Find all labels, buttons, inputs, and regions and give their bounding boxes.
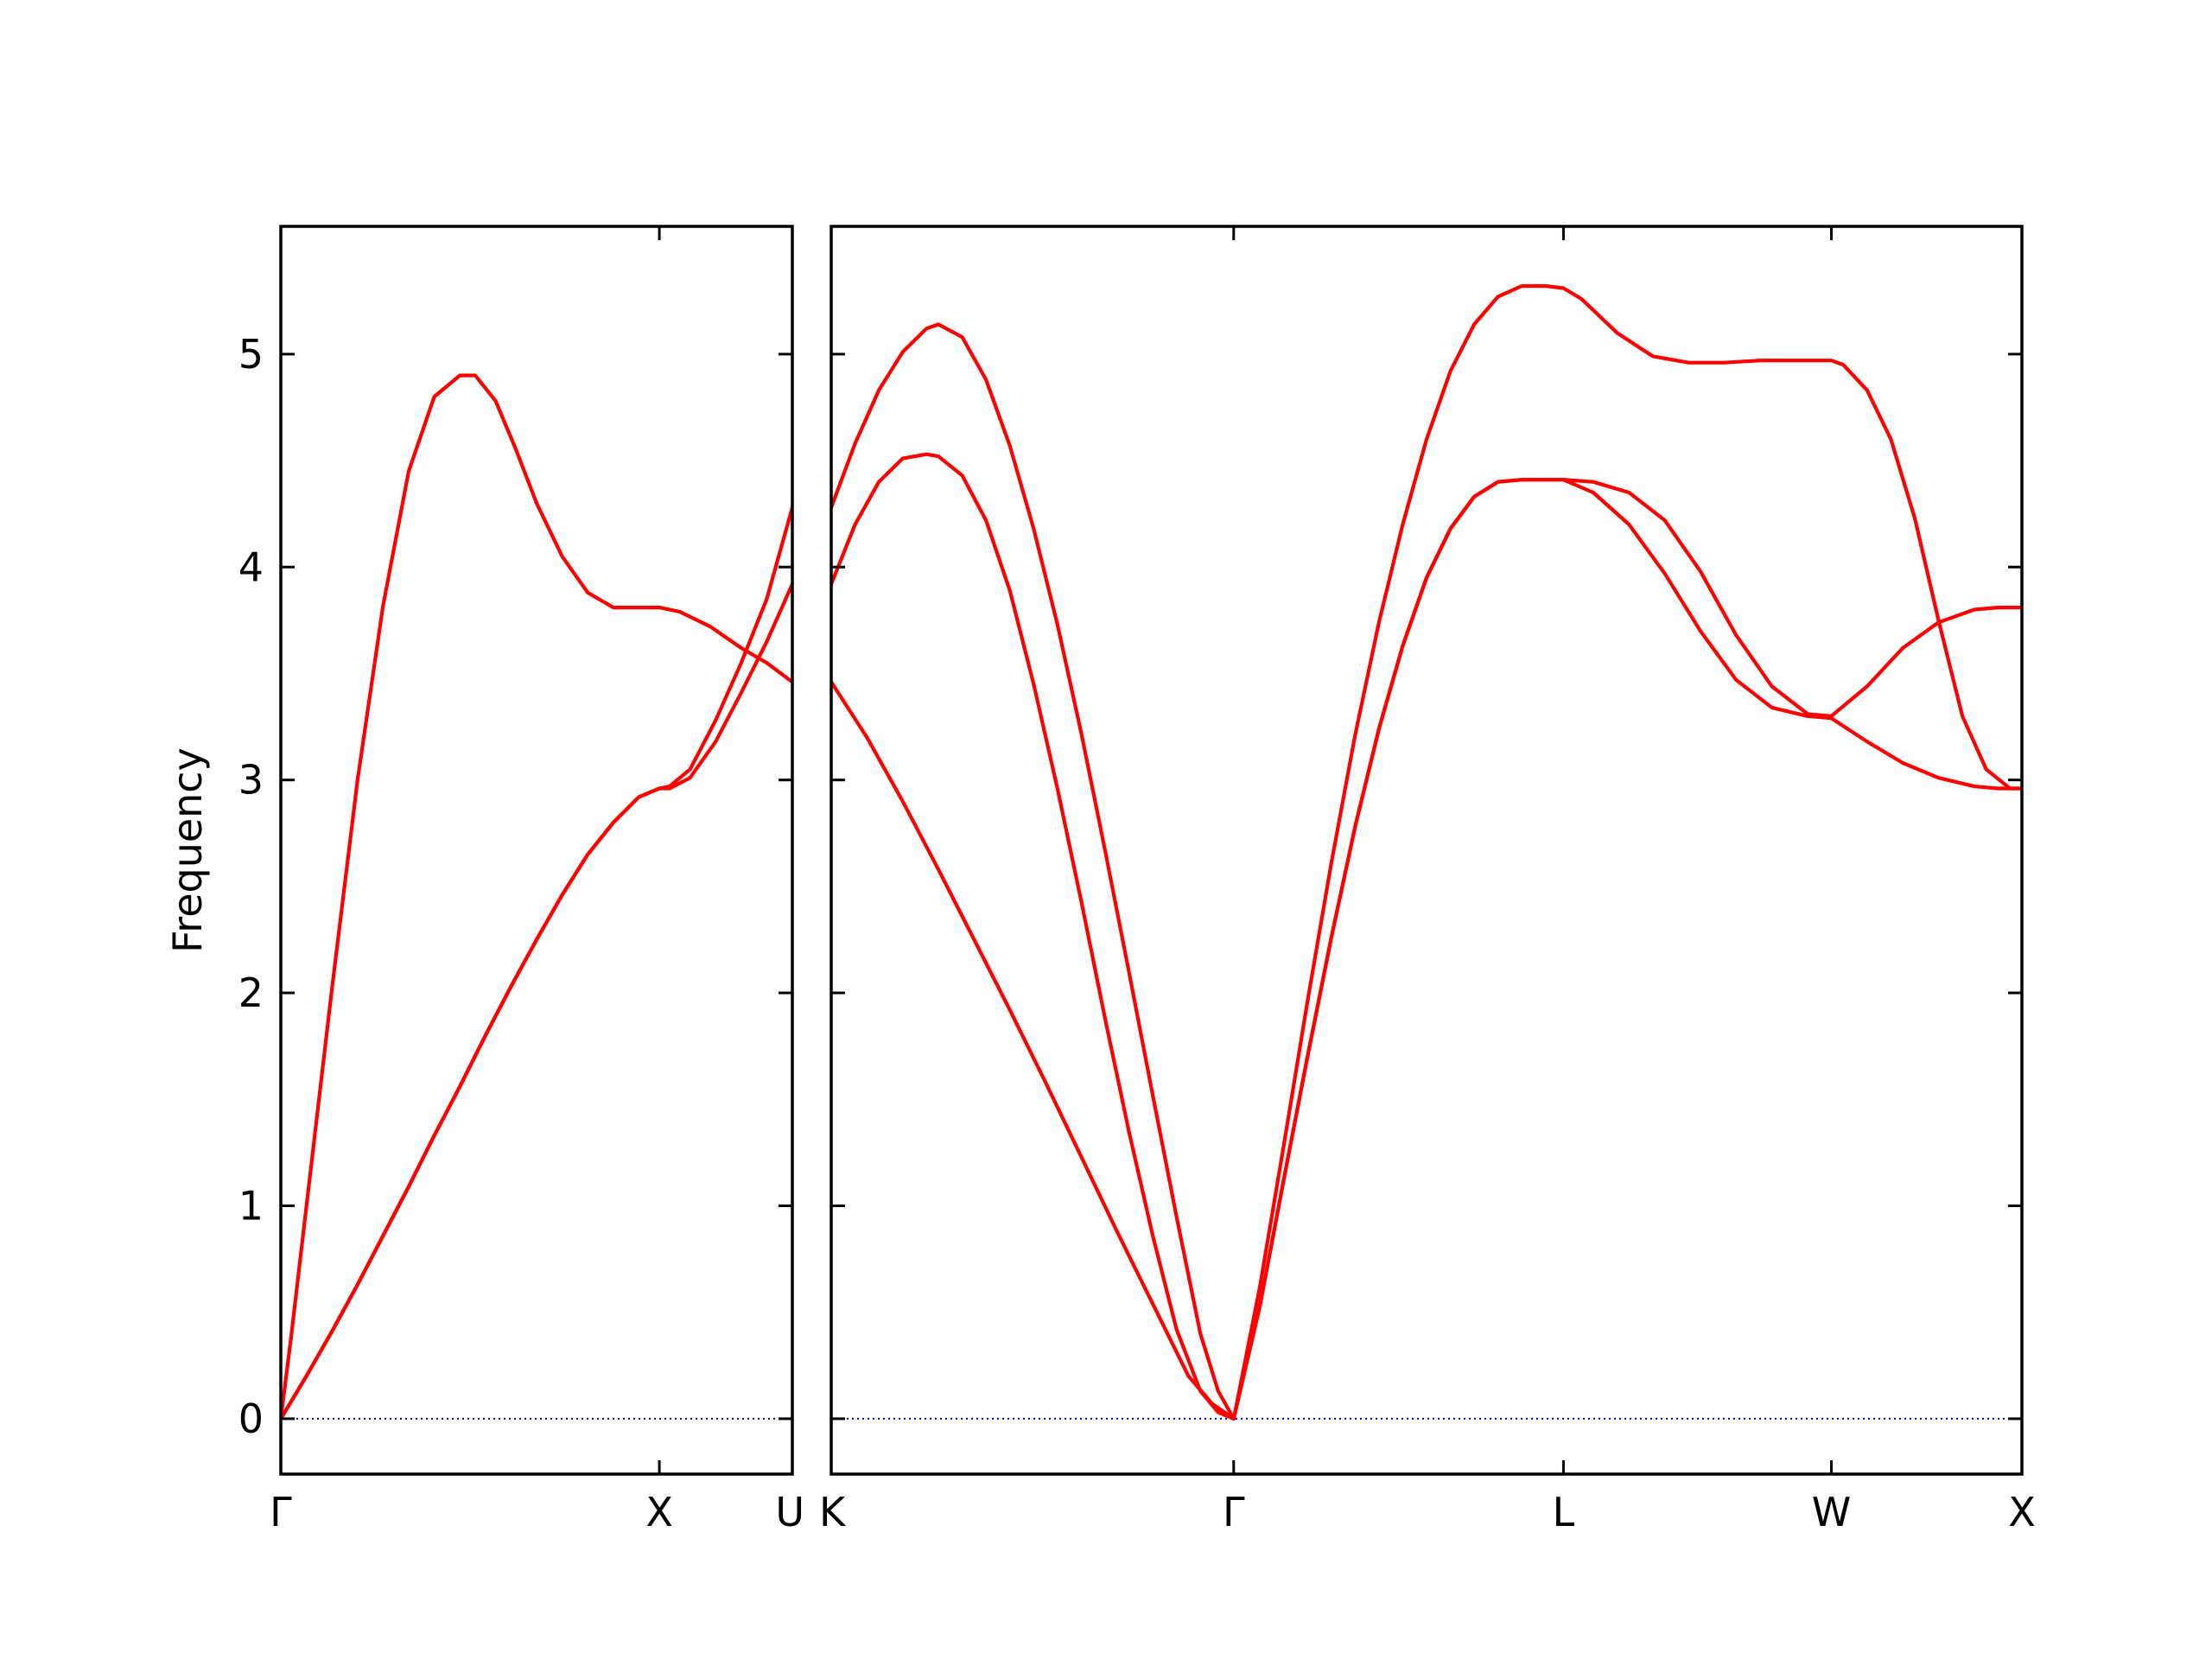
y-tick-label: 4 xyxy=(238,543,264,590)
y-axis-label: Frequency xyxy=(164,747,211,953)
band-line-1 xyxy=(281,373,792,1421)
x-tick-label: L xyxy=(1553,1489,1575,1535)
y-tick-label: 1 xyxy=(238,1183,264,1230)
y-tick-label: 5 xyxy=(238,331,264,378)
x-tick-label: Γ xyxy=(1223,1489,1245,1535)
band-line-3 xyxy=(831,478,2022,1421)
x-tick-label: X xyxy=(2008,1489,2036,1535)
band-line-1 xyxy=(831,283,2022,1421)
x-tick-label: K xyxy=(819,1489,847,1535)
y-tick-label: 0 xyxy=(238,1395,264,1442)
axes-frame xyxy=(279,225,794,1476)
y-tick-label: 2 xyxy=(238,969,264,1016)
x-tick-label: Γ xyxy=(270,1489,292,1535)
x-tick-label: X xyxy=(645,1489,673,1535)
band-line-2 xyxy=(831,452,2022,1421)
axes-frame xyxy=(830,225,2024,1476)
y-tick-label: 3 xyxy=(238,757,264,804)
x-tick-label: W xyxy=(1812,1489,1851,1535)
band-line-3 xyxy=(281,582,792,1421)
x-tick-label: U xyxy=(775,1489,804,1535)
